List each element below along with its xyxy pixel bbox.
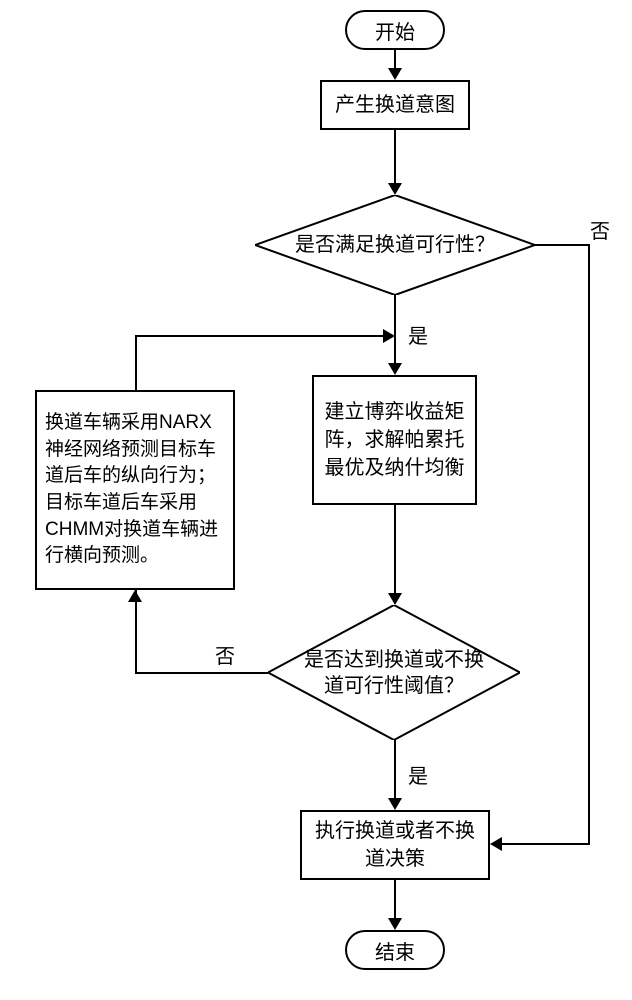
- arrow-start-intent: [388, 68, 402, 80]
- intent-node: 产生换道意图: [320, 80, 470, 130]
- predict-node: 换道车辆采用NARX神经网络预测目标车道后车的纵向行为；目标车道后车采用CHMM…: [35, 390, 235, 590]
- predict-label: 换道车辆采用NARX神经网络预测目标车道后车的纵向行为；目标车道后车采用CHMM…: [45, 410, 225, 570]
- start-label: 开始: [375, 16, 415, 45]
- arrow-game-threshold: [388, 593, 402, 605]
- execute-node: 执行换道或者不换道决策: [300, 810, 490, 880]
- yes1-label: 是: [408, 320, 428, 349]
- edge-threshold-execute: [394, 740, 396, 800]
- arrow-feasible-no: [490, 837, 502, 851]
- yes2-label: 是: [408, 760, 428, 789]
- no1-label: 否: [590, 215, 610, 244]
- edge-feasible-no-h1: [535, 244, 590, 246]
- execute-label: 执行换道或者不换道决策: [310, 817, 480, 873]
- intent-label: 产生换道意图: [335, 91, 455, 119]
- game-label: 建立博弈收益矩阵，求解帕累托最优及纳什均衡: [322, 398, 467, 482]
- start-node: 开始: [345, 10, 445, 50]
- game-node: 建立博弈收益矩阵，求解帕累托最优及纳什均衡: [312, 375, 477, 505]
- edge-feasible-no-h2: [502, 843, 590, 845]
- arrow-feasible-game: [388, 363, 402, 375]
- edge-execute-end: [394, 880, 396, 920]
- edge-feasible-no-v: [588, 244, 590, 845]
- arrow-intent-feasible: [388, 183, 402, 195]
- edge-predict-merge-h: [135, 335, 383, 337]
- edge-game-threshold: [394, 505, 396, 595]
- arrow-threshold-execute: [388, 798, 402, 810]
- arrow-threshold-predict: [128, 590, 142, 602]
- edge-start-intent: [394, 50, 396, 70]
- feasible-node: 是否满足换道可行性？: [255, 195, 535, 295]
- edge-threshold-predict-v: [135, 590, 137, 674]
- edge-threshold-predict-h: [135, 672, 268, 674]
- arrow-predict-merge: [383, 329, 395, 343]
- arrow-execute-end: [388, 918, 402, 930]
- end-label: 结束: [375, 936, 415, 965]
- threshold-label: 是否达到换道或不换道可行性阈值？: [298, 647, 490, 699]
- threshold-node: 是否达到换道或不换道可行性阈值？: [268, 605, 520, 740]
- end-node: 结束: [345, 930, 445, 970]
- no2-label: 否: [215, 640, 235, 669]
- edge-predict-merge-v: [135, 335, 137, 390]
- edge-intent-feasible: [394, 130, 396, 185]
- feasible-label: 是否满足换道可行性？: [295, 232, 495, 258]
